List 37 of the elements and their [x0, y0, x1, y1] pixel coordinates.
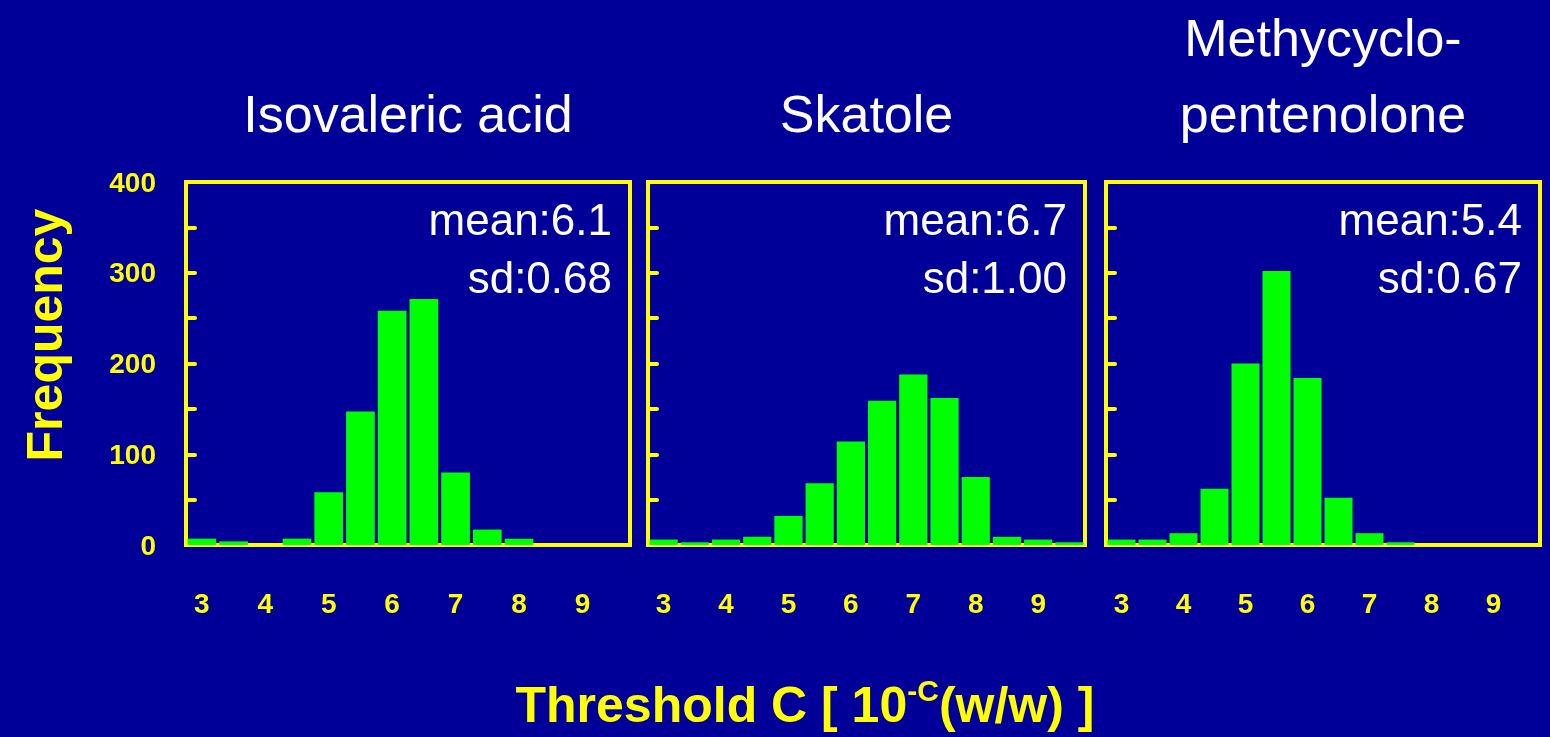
x-tick-label: 6: [1299, 587, 1316, 619]
chart-title: Isovaleric acid: [243, 85, 573, 143]
x-tick-label: 5: [780, 587, 797, 619]
x-tick-label: 4: [257, 587, 274, 619]
x-tick-label: 7: [447, 587, 464, 619]
annotation: mean:6.7: [883, 194, 1067, 244]
x-tick-label: 8: [967, 587, 984, 619]
x-tick-label: 5: [320, 587, 337, 619]
x-tick-label: 4: [718, 587, 735, 619]
annotation: sd:0.68: [467, 252, 612, 302]
chart-title: Methycyclo- pentenolone: [1179, 9, 1467, 143]
x-tick-label: 4: [1175, 587, 1192, 619]
x-tick-label: 3: [194, 587, 210, 619]
chart-title: Skatole: [779, 85, 954, 143]
x-tick-label: 7: [905, 587, 922, 619]
x-tick-label: 9: [1030, 587, 1046, 619]
x-tick-label: 6: [843, 587, 859, 619]
x-tick-label: 6: [384, 587, 400, 619]
x-tick-label: 3: [1113, 587, 1130, 619]
y-tick-label: 100: [109, 438, 156, 470]
y-tick-label: 0: [140, 529, 156, 561]
annotation: mean:5.4: [1338, 194, 1522, 244]
y-tick-label: 400: [109, 166, 156, 198]
x-tick-label: 9: [574, 587, 591, 619]
y-axis-title: Frequency: [16, 208, 73, 462]
x-tick-label: 3: [655, 587, 672, 619]
annotation: sd:0.67: [1377, 252, 1522, 302]
x-tick-label: 5: [1237, 587, 1254, 619]
x-tick-label: 9: [1485, 587, 1502, 619]
x-tick-label: 8: [511, 587, 527, 619]
y-tick-label: 200: [109, 348, 156, 379]
x-tick-label: 7: [1361, 587, 1378, 619]
annotation: mean:6.1: [428, 194, 612, 244]
y-tick-label: 300: [109, 257, 156, 289]
x-axis-title: Threshold C [ 10$^{-C}$(w/w) ]: [515, 674, 1095, 733]
annotation: sd:1.00: [922, 252, 1067, 302]
x-tick-label: 8: [1423, 587, 1440, 619]
